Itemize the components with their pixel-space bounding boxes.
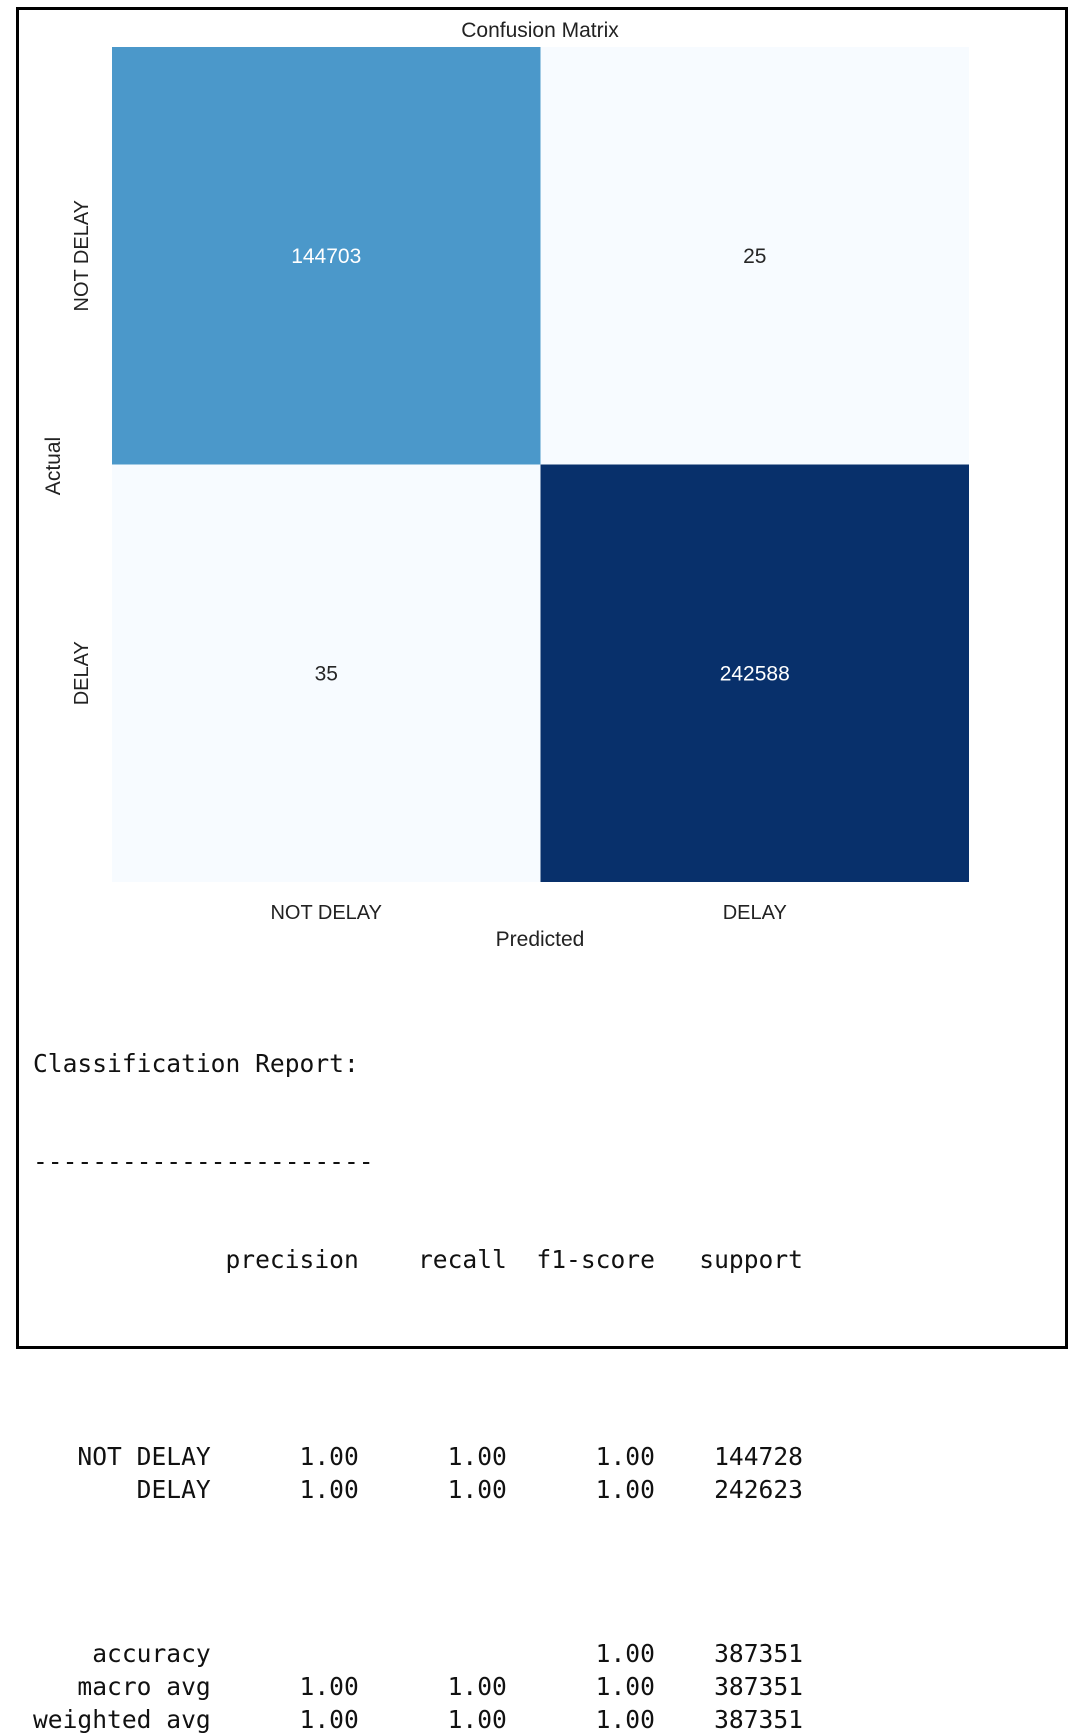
- cell-value-label-0-1: 25: [743, 245, 766, 268]
- report-summary-row: weighted avg 1.00 1.00 1.00 387351: [33, 1704, 803, 1734]
- chart-title: Confusion Matrix: [461, 19, 619, 42]
- report-summary-row: macro avg 1.00 1.00 1.00 387351: [33, 1671, 803, 1701]
- x-tick-label: NOT DELAY: [270, 902, 382, 924]
- y-axis-label: Actual: [42, 437, 65, 495]
- y-tick-label: NOT DELAY: [71, 200, 93, 312]
- cell-value-label-1-1: 242588: [720, 662, 790, 685]
- cell-value-label-0-0: 144703: [291, 245, 361, 268]
- cell-value-label-1-0: 35: [315, 662, 338, 685]
- confusion-matrix-heatmap: Confusion Matrix 144703 25 35 242588 Predic…: [42, 19, 969, 951]
- report-blank-line: [33, 1343, 803, 1376]
- x-tick-label: DELAY: [723, 902, 787, 924]
- report-class-row: NOT DELAY 1.00 1.00 1.00 144728: [33, 1442, 803, 1472]
- x-axis-label: Predicted: [496, 928, 585, 951]
- heatmap-cell-1-1: [540, 464, 969, 882]
- report-class-row: DELAY 1.00 1.00 1.00 242623: [33, 1474, 803, 1504]
- report-title: Classification Report:: [33, 1048, 359, 1078]
- heatmap-cell-0-0: [112, 47, 541, 465]
- classification-report: Classification Report: -----------------…: [33, 982, 803, 1734]
- report-summary-row: accuracy 1.00 387351: [33, 1638, 803, 1668]
- report-header-row: precision recall f1-score support: [33, 1245, 803, 1275]
- report-separator: -----------------------: [33, 1146, 374, 1176]
- heatmap-cell-1-0: [112, 464, 541, 882]
- report-blank-line: [33, 1540, 803, 1573]
- y-tick-label: DELAY: [71, 641, 93, 705]
- heatmap-cell-0-1: [540, 47, 969, 465]
